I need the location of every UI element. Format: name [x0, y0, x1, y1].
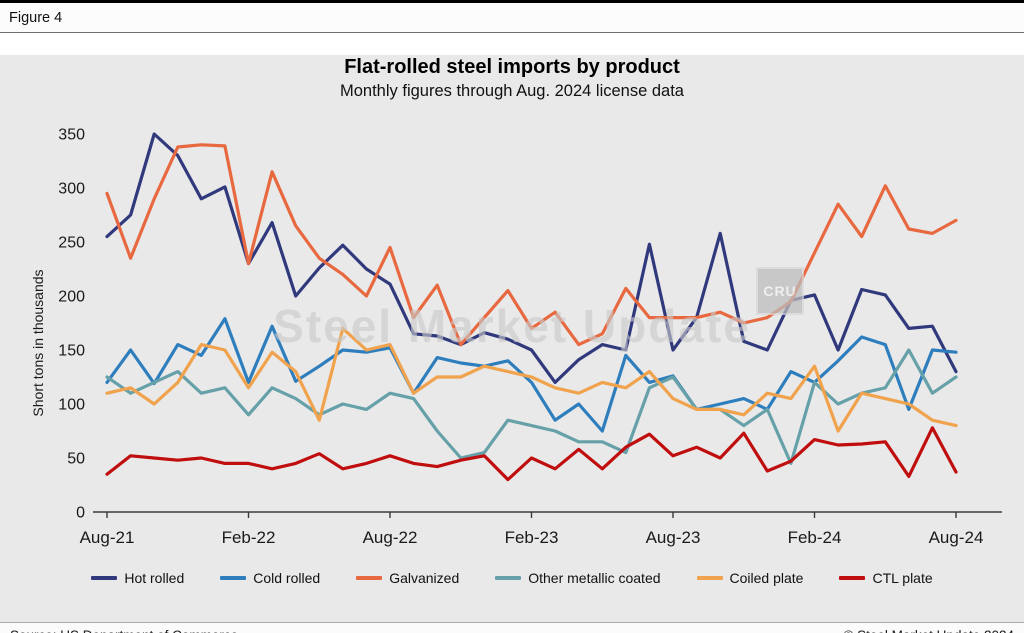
legend-item-coiled-plate: Coiled plate	[696, 570, 804, 586]
series-line-cold-rolled	[105, 317, 958, 433]
legend-swatch-other-metallic-coated	[495, 576, 522, 580]
y-tick-label: 250	[58, 235, 85, 252]
x-tick-label: Feb-23	[505, 528, 559, 547]
legend-label: CTL plate	[872, 570, 933, 586]
chart-legend: Hot rolled Cold rolled Galvanized Other met…	[0, 570, 1024, 586]
legend-swatch-coiled-plate	[696, 576, 723, 580]
legend-label: Galvanized	[389, 570, 460, 586]
legend-swatch-galvanized	[356, 576, 383, 580]
x-tick-label: Aug-21	[80, 528, 135, 547]
legend-swatch-hot-rolled	[91, 576, 118, 580]
series-line-ctl-plate	[105, 426, 958, 482]
legend-label: Coiled plate	[729, 570, 804, 586]
x-tick-label: Feb-24	[788, 528, 842, 547]
legend-item-cold-rolled: Cold rolled	[220, 570, 320, 586]
x-tick-label: Feb-22	[222, 528, 276, 547]
legend-item-hot-rolled: Hot rolled	[91, 570, 184, 586]
footer-bar: Source: US Department of Commerce © Stee…	[0, 622, 1024, 633]
y-tick-label: 100	[58, 397, 85, 414]
line-chart: 0 50 100 150 200 250 300 350 Aug-21 Feb-22 Aug-22 F…	[58, 127, 1002, 547]
y-tick-label: 0	[76, 505, 85, 522]
chart-title: Flat-rolled steel imports by product	[344, 56, 680, 78]
y-tick-label: 200	[58, 289, 85, 306]
legend-item-other-metallic-coated: Other metallic coated	[495, 570, 661, 586]
legend-label: Other metallic coated	[528, 570, 661, 586]
series-line-galvanized	[105, 143, 958, 347]
cru-logo: CRU	[756, 267, 804, 315]
legend-swatch-ctl-plate	[839, 576, 866, 580]
figure-header-bar: Figure 4	[0, 0, 1024, 33]
chart-subtitle: Monthly figures through Aug. 2024 licens…	[340, 82, 684, 100]
legend-item-galvanized: Galvanized	[356, 570, 459, 586]
x-tick-label: Aug-24	[929, 528, 984, 547]
y-tick-label: 350	[58, 127, 85, 144]
chart-region: Flat-rolled steel imports by product Mon…	[0, 55, 1024, 622]
legend-label: Hot rolled	[124, 570, 185, 586]
copyright-note: © Steel Market Update 2024	[843, 628, 1014, 633]
y-axis-title: Short tons in thousands	[30, 269, 46, 417]
legend-item-ctl-plate: CTL plate	[839, 570, 933, 586]
series-line-other-metallic-coated	[105, 348, 958, 465]
y-tick-label: 150	[58, 343, 85, 360]
figure-label: Figure 4	[9, 9, 63, 26]
legend-swatch-cold-rolled	[220, 576, 247, 580]
source-note: Source: US Department of Commerce	[10, 628, 238, 633]
y-tick-label: 50	[67, 451, 85, 468]
x-tick-label: Aug-22	[363, 528, 418, 547]
legend-label: Cold rolled	[253, 570, 321, 586]
x-tick-label: Aug-23	[646, 528, 701, 547]
series-line-coiled-plate	[105, 326, 958, 433]
y-tick-label: 300	[58, 181, 85, 198]
